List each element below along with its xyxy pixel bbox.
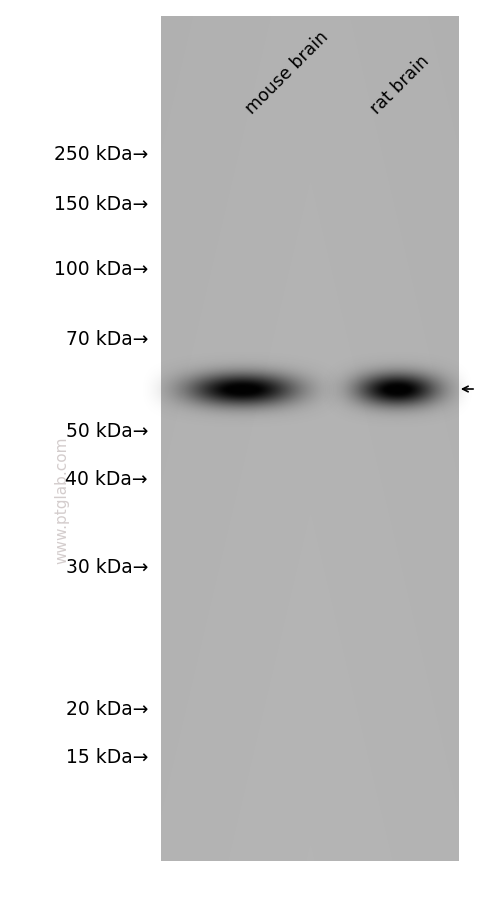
Text: 30 kDa→: 30 kDa→ [65, 557, 148, 577]
Text: 70 kDa→: 70 kDa→ [65, 330, 148, 349]
Text: 250 kDa→: 250 kDa→ [54, 145, 148, 164]
Text: 100 kDa→: 100 kDa→ [54, 260, 148, 280]
Text: 150 kDa→: 150 kDa→ [54, 196, 148, 215]
Text: 40 kDa→: 40 kDa→ [65, 470, 148, 489]
Text: 15 kDa→: 15 kDa→ [65, 748, 148, 767]
Text: www.ptglab.com: www.ptglab.com [55, 436, 70, 563]
Text: 20 kDa→: 20 kDa→ [65, 700, 148, 719]
Text: 50 kDa→: 50 kDa→ [65, 422, 148, 441]
Text: rat brain: rat brain [367, 52, 433, 118]
Text: mouse brain: mouse brain [242, 28, 332, 118]
